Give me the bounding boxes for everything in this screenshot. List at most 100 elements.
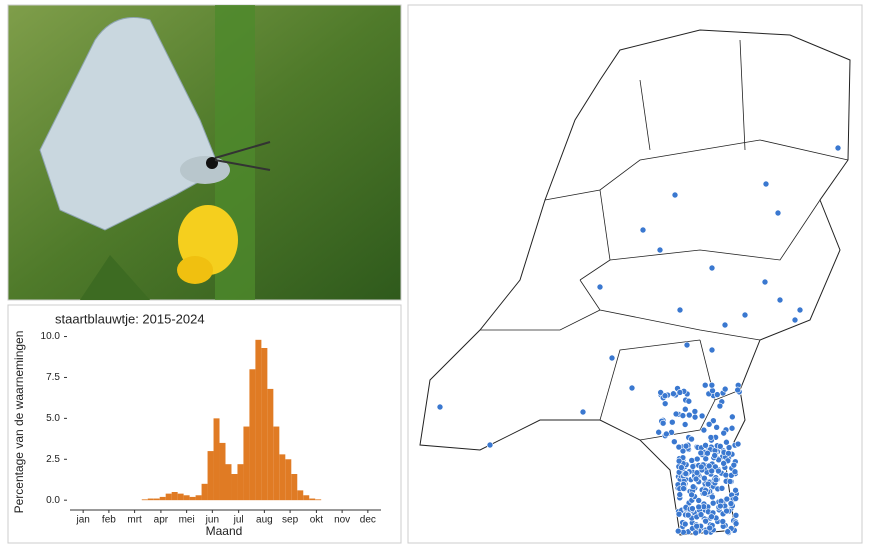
map-dot <box>689 505 696 512</box>
map-dot <box>711 452 718 459</box>
map-dot <box>674 527 682 535</box>
map-dot <box>659 419 667 427</box>
bar <box>189 496 196 501</box>
map-dot <box>702 517 709 525</box>
map-dot <box>675 457 683 465</box>
map-dot <box>657 389 664 396</box>
map-dot <box>686 411 693 419</box>
map-dot <box>716 442 724 450</box>
map-dot <box>719 518 727 525</box>
bar <box>279 454 286 501</box>
map-dot <box>661 392 669 400</box>
bar <box>291 474 298 501</box>
map-dot <box>774 209 782 217</box>
x-tick-label: feb <box>102 515 116 526</box>
bar <box>231 474 238 501</box>
map-dot <box>695 503 703 511</box>
map-dot <box>708 467 715 475</box>
map-dot <box>708 264 716 272</box>
chart-panel <box>7 304 402 544</box>
map-dot <box>702 442 709 449</box>
map-dot <box>486 441 494 449</box>
map-dot <box>708 513 715 521</box>
map-dot <box>720 460 727 467</box>
map-dot <box>728 424 736 432</box>
map-dot <box>692 529 699 537</box>
map-dot <box>691 408 699 415</box>
map-dot <box>579 408 587 416</box>
map-dot <box>732 520 740 527</box>
map-dot <box>702 528 710 536</box>
y-tick-label: 5.0 <box>46 413 60 424</box>
bar <box>237 464 244 501</box>
map-dot <box>661 400 669 407</box>
bar <box>159 496 166 501</box>
map-dot <box>709 493 716 501</box>
map-dot <box>716 402 724 410</box>
bar <box>297 490 304 501</box>
chart-title: staartblauwtje: 2015-2024 <box>55 311 205 326</box>
bar <box>267 388 274 501</box>
map-dot <box>693 522 700 530</box>
map-dot <box>693 469 701 476</box>
map-dot <box>681 421 689 428</box>
map-dot <box>732 511 740 519</box>
y-axis-label: Percentage van de waarnemingen <box>12 331 26 514</box>
map-dot <box>732 486 739 494</box>
map-dot <box>722 471 730 479</box>
map-dot <box>762 180 770 188</box>
map-dot <box>698 412 706 420</box>
map-dot <box>691 413 699 421</box>
map-dot <box>727 500 735 507</box>
x-tick-label: apr <box>154 515 169 526</box>
bar <box>177 493 184 501</box>
map-dot <box>663 430 670 438</box>
bar <box>273 426 280 501</box>
bar <box>219 442 226 501</box>
map-dot <box>720 429 728 437</box>
map-dot <box>689 483 697 491</box>
map-dot <box>734 386 741 394</box>
map-dot <box>676 389 684 396</box>
map-dot <box>741 311 749 319</box>
map-dot <box>708 381 716 389</box>
chart: 0.0 2.5 5.0 7.5 10.0 jan feb mrt apr mei jun jul aug… <box>41 331 381 526</box>
map-dot <box>671 438 678 445</box>
x-tick-label: mei <box>179 515 195 526</box>
bar <box>261 348 268 501</box>
map-dot <box>682 470 690 477</box>
map-dot <box>688 435 695 443</box>
map-dot <box>715 467 722 475</box>
map-dot <box>702 455 710 463</box>
map-dot <box>693 455 701 463</box>
map-dot <box>639 226 647 234</box>
map-dot <box>669 418 676 426</box>
map-dot <box>685 397 693 405</box>
map-dot <box>700 426 708 434</box>
map-dot <box>679 412 687 419</box>
map-dot <box>689 463 697 470</box>
map-dot <box>695 497 703 504</box>
map-dot <box>706 524 713 532</box>
bar <box>207 451 214 501</box>
bar <box>243 426 250 501</box>
map-dot <box>732 495 739 502</box>
x-axis-label: Maand <box>206 524 243 538</box>
x-tick-label: aug <box>256 515 273 526</box>
map-dot <box>628 384 636 392</box>
map-dot <box>707 434 715 441</box>
map-dot <box>596 283 604 291</box>
map-dot <box>723 495 731 503</box>
map-dot <box>708 346 716 354</box>
map-dot <box>692 475 700 483</box>
map-dot <box>726 478 734 485</box>
x-tick-label: sep <box>282 515 299 526</box>
x-tick-label: mrt <box>127 515 142 526</box>
y-tick-label: 7.5 <box>46 372 60 383</box>
bar <box>303 495 310 501</box>
photo <box>7 4 402 301</box>
map-dot <box>718 485 726 492</box>
map-dot <box>731 468 739 476</box>
map-dot <box>710 417 717 424</box>
